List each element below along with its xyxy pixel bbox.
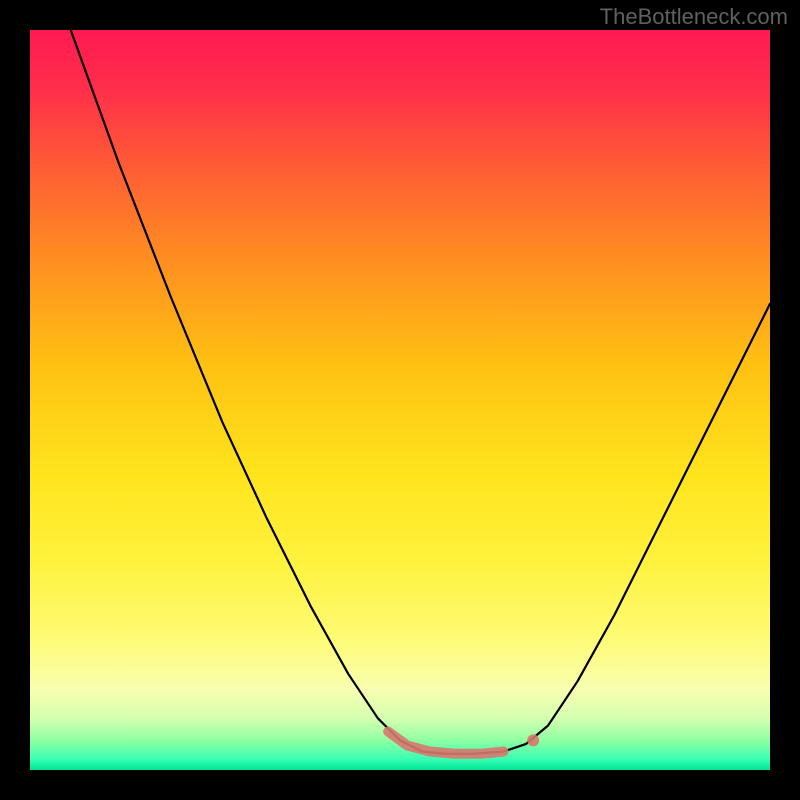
gradient-background [30, 30, 770, 770]
chart-svg [30, 30, 770, 770]
watermark-text: TheBottleneck.com [600, 4, 788, 30]
chart-container: TheBottleneck.com [0, 0, 800, 800]
plot-area [30, 30, 770, 770]
highlight-dot [527, 734, 539, 746]
